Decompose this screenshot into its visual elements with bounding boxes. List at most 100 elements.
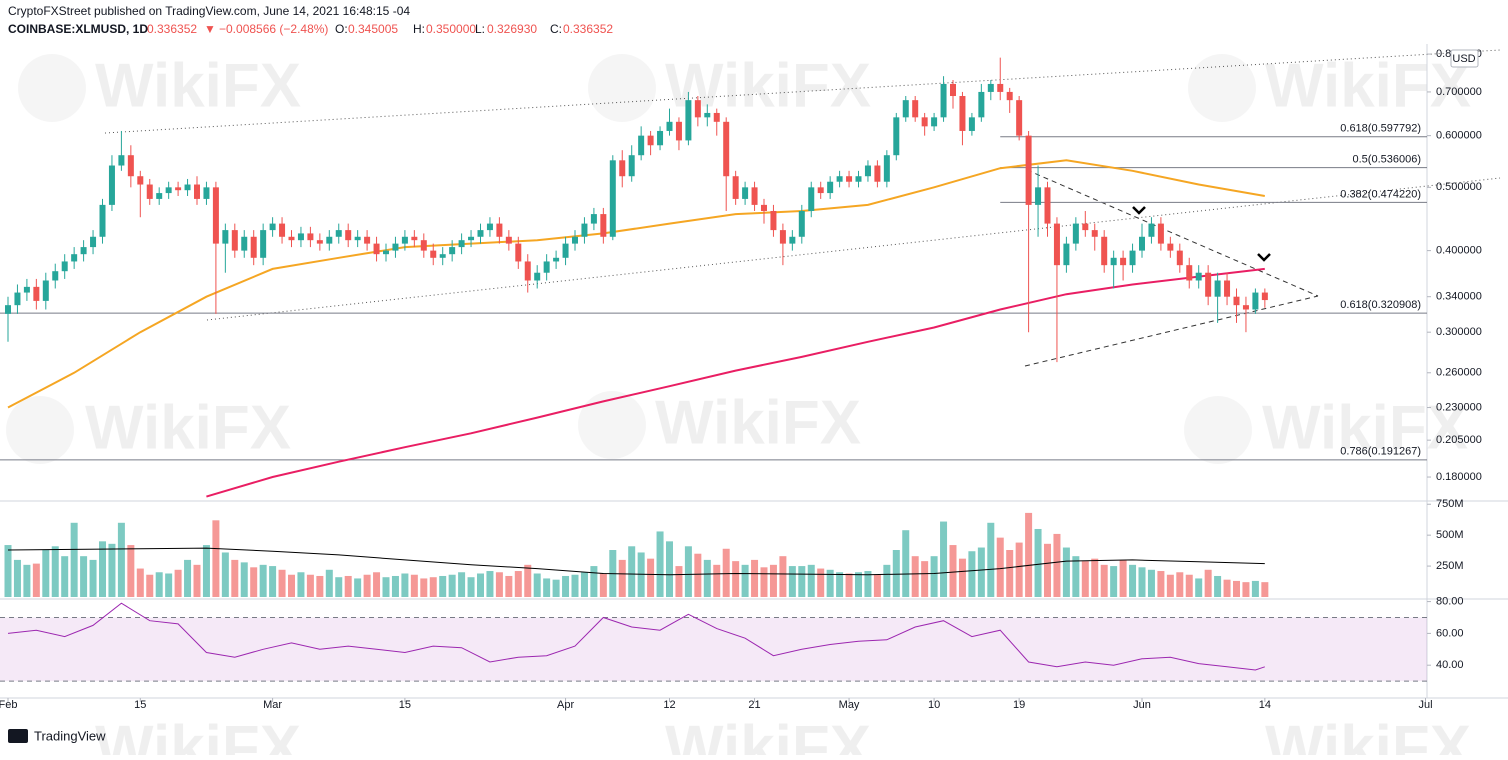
volume-bar (562, 575, 570, 597)
candle-body (770, 210, 777, 231)
volume-bar (1157, 571, 1165, 597)
x-tick-label: 10 (928, 699, 940, 711)
volume-bar (543, 578, 551, 597)
candle-body (553, 257, 560, 262)
candle-body (1091, 230, 1098, 237)
candle-body (269, 223, 276, 231)
volume-bar (637, 552, 645, 597)
ohlc-label: O: (335, 22, 348, 36)
watermark: WikiFX (1262, 393, 1468, 462)
channel-line (104, 49, 1501, 134)
candle-body (997, 83, 1004, 92)
rsi-tick-label: 40.00 (1436, 659, 1464, 671)
candle-body (1195, 272, 1202, 281)
candle-body (260, 230, 267, 258)
candle-body (524, 261, 531, 281)
volume-bar (448, 574, 456, 597)
candle-body (628, 155, 635, 177)
candle-body (1148, 223, 1155, 237)
volume-bar (684, 546, 692, 597)
candle-body (902, 100, 909, 118)
candle-body (1129, 250, 1136, 266)
y-tick-label: 0.180000 (1436, 471, 1482, 483)
volume-bar (70, 522, 78, 597)
volume-bar (949, 545, 957, 597)
channel-line (206, 177, 1501, 321)
candle-body (874, 165, 881, 182)
candle-body (80, 247, 87, 255)
candle-body (912, 100, 919, 118)
watermark-logo (6, 396, 74, 464)
volume-bar (599, 573, 607, 597)
y-tick-label: 0.400000 (1436, 245, 1482, 257)
candle-body (742, 187, 749, 199)
volume-bar (155, 572, 163, 597)
symbol: COINBASE:XLMUSD, 1D (8, 22, 148, 36)
candle-body (761, 204, 767, 211)
volume-tick-label: 750M (1436, 498, 1464, 510)
ohlc-label: L: (475, 22, 485, 36)
volume-bar (741, 564, 749, 597)
candle-body (345, 230, 352, 241)
watermark: WikiFX (1265, 51, 1471, 120)
candle-body (1035, 187, 1042, 205)
candle-body (723, 121, 730, 177)
candle-body (71, 254, 78, 262)
change-arrow: ▼ (204, 22, 216, 36)
volume-bar (940, 521, 948, 597)
volume-bar (590, 566, 598, 597)
volume-bar (1044, 543, 1051, 597)
volume-bar (855, 572, 862, 597)
volume-bar (429, 577, 437, 597)
candle-body (1006, 91, 1013, 101)
volume-bar (807, 564, 815, 597)
volume-tick-label: 250M (1436, 560, 1464, 572)
candle-body (297, 233, 304, 241)
fib-label: 0.5(0.536006) (1353, 154, 1422, 166)
candle-body (61, 261, 68, 272)
candle-body (987, 83, 994, 92)
volume-bar (108, 543, 116, 597)
x-tick-label: May (839, 699, 860, 711)
volume-bar (1072, 556, 1080, 597)
volume-bar (1223, 579, 1231, 597)
watermark-logo (18, 54, 86, 122)
volume-bar (505, 575, 513, 597)
currency: USD (1452, 53, 1475, 65)
volume-bar (864, 571, 872, 597)
last-price: 0.336352 (147, 22, 197, 36)
volume-bar (382, 577, 390, 597)
volume-bar (580, 572, 588, 597)
volume-bar (817, 568, 825, 597)
volume-bar (892, 550, 900, 597)
candle-body (1101, 236, 1108, 266)
candle-body (1242, 305, 1249, 310)
candle-body (411, 236, 418, 241)
candle-body (364, 236, 371, 244)
watermark: WikiFX (665, 713, 871, 755)
candle-body (1261, 292, 1268, 301)
candle-body (1016, 100, 1023, 136)
moving-average (206, 267, 1265, 498)
candle-body (572, 236, 578, 244)
volume-bar (751, 559, 759, 597)
candle-body (175, 187, 182, 191)
volume-bar (769, 564, 777, 597)
watermark-logo (1184, 396, 1252, 464)
volume-bar (1006, 550, 1014, 597)
volume-bar (1025, 512, 1033, 597)
volume-bar (1110, 566, 1118, 597)
candle-body (685, 100, 692, 141)
candle-body (846, 176, 853, 182)
volume-bar (325, 569, 333, 597)
volume-bar (80, 556, 88, 597)
candle-body (468, 236, 475, 241)
candle-body (1157, 223, 1164, 244)
candle-body (515, 243, 522, 262)
volume-bar (911, 556, 919, 597)
fib-label: 0.786(0.191267) (1340, 446, 1421, 458)
watermark: WikiFX (85, 393, 291, 462)
volume-bar (1062, 547, 1070, 597)
candle-body (704, 112, 711, 118)
